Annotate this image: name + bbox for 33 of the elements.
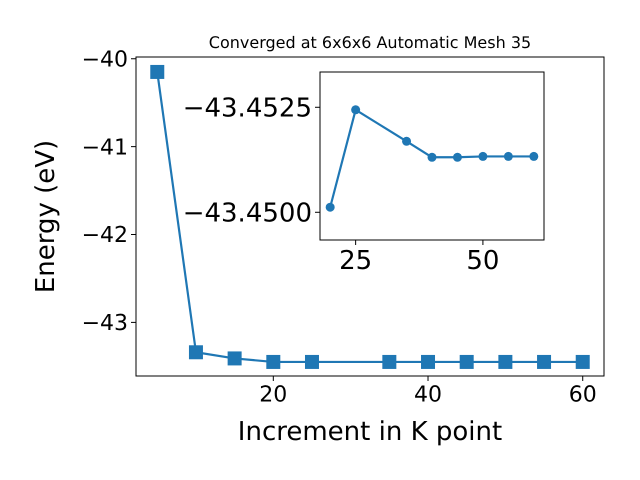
point — [150, 64, 164, 79]
y-axis-title: Energy (eV) — [31, 140, 61, 294]
point — [529, 152, 538, 161]
point — [537, 354, 552, 369]
y-tick-label: −43.4525 — [182, 93, 312, 124]
point — [382, 354, 396, 369]
point — [351, 105, 360, 114]
chart-title: Converged at 6x6x6 Automatic Mesh 35 — [208, 33, 532, 52]
point — [428, 152, 436, 162]
point — [266, 354, 280, 369]
x-tick-label: 25 — [339, 246, 372, 276]
y-tick-label: −40 — [82, 47, 128, 72]
point — [402, 136, 412, 146]
y-tick-label: −41 — [82, 135, 128, 160]
point — [498, 354, 512, 369]
point — [188, 345, 203, 360]
point — [326, 202, 335, 212]
point — [504, 152, 513, 161]
point — [576, 354, 590, 369]
point — [478, 152, 488, 161]
y-tick-label: −43 — [82, 311, 128, 336]
point — [228, 351, 242, 366]
point — [304, 354, 319, 369]
point — [460, 354, 474, 369]
point — [421, 354, 436, 369]
x-tick-label: 20 — [259, 382, 288, 408]
x-tick-label: 50 — [466, 246, 500, 276]
x-axis-title: Increment in K point — [238, 417, 502, 447]
x-tick-label: 60 — [568, 382, 597, 408]
point — [452, 152, 462, 162]
x-tick-label: 40 — [414, 382, 442, 408]
y-tick-label: −42 — [82, 223, 128, 248]
y-tick-label: −43.4500 — [182, 198, 312, 228]
